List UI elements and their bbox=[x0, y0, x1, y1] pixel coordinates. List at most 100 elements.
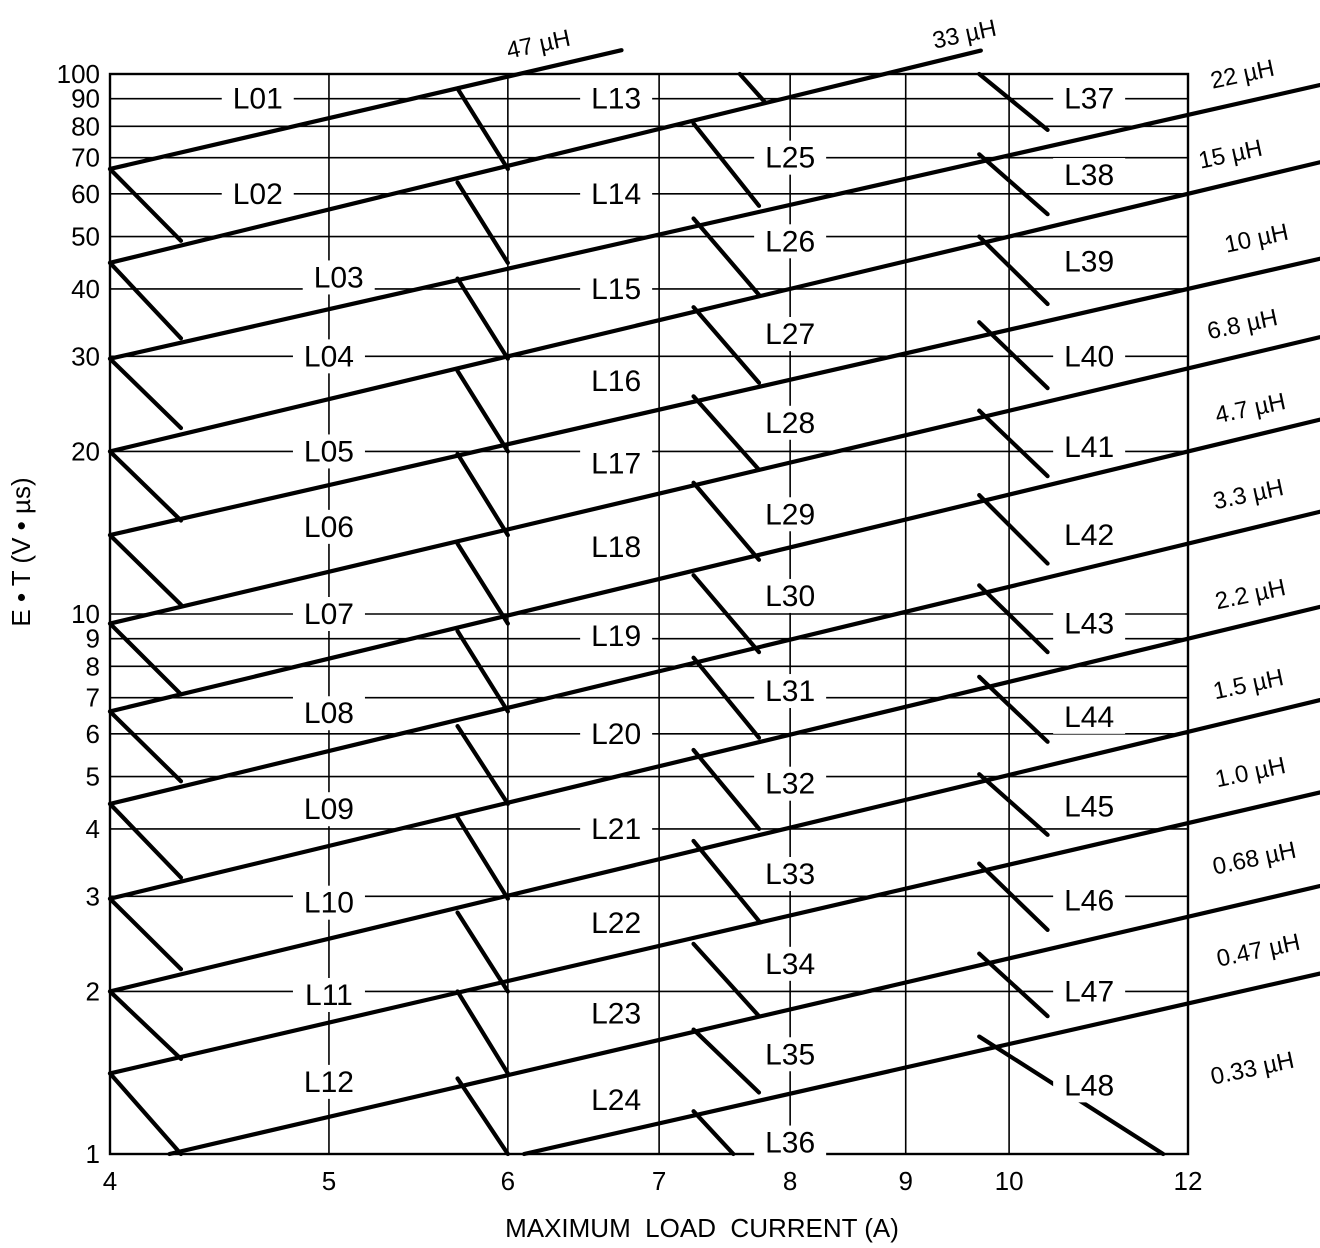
region-label: L15 bbox=[591, 273, 641, 306]
region-label-bg bbox=[292, 696, 365, 731]
y-tick-label: 1 bbox=[86, 1139, 100, 1169]
region-label: L14 bbox=[591, 178, 641, 211]
region-boundary bbox=[455, 541, 510, 626]
region-boundary bbox=[691, 573, 762, 655]
x-tick-label: 8 bbox=[783, 1166, 797, 1196]
inductance-lines bbox=[107, 48, 1320, 1157]
inductance-label: 0.33 µH bbox=[1208, 1047, 1296, 1091]
x-tick-label: 4 bbox=[103, 1166, 117, 1196]
region-label-bg bbox=[580, 1082, 653, 1117]
region-boundary bbox=[107, 1071, 184, 1157]
region-label: L17 bbox=[591, 447, 641, 480]
inductance-line bbox=[107, 82, 1320, 361]
region-label: L20 bbox=[591, 718, 641, 751]
x-axis-title: MAXIMUM LOAD CURRENT (A) bbox=[505, 1213, 899, 1243]
region-label: L28 bbox=[765, 407, 815, 440]
region-label-bg bbox=[580, 811, 653, 846]
region-label-bg bbox=[292, 509, 365, 544]
inductance-line bbox=[107, 334, 1320, 626]
region-boundary bbox=[977, 674, 1050, 744]
region-label: L45 bbox=[1064, 791, 1114, 824]
inductance-label: 15 µH bbox=[1196, 135, 1265, 175]
region-label: L48 bbox=[1064, 1069, 1114, 1102]
region-label-bg bbox=[580, 271, 653, 306]
region-boundary bbox=[455, 724, 510, 806]
region-boundary bbox=[691, 480, 762, 562]
region-label-bg bbox=[292, 434, 365, 469]
region-label-bg bbox=[580, 905, 653, 940]
region-label-bg bbox=[754, 317, 827, 352]
region-label-bg bbox=[580, 996, 653, 1031]
y-tick-label: 90 bbox=[71, 84, 100, 114]
y-tick-label: 40 bbox=[71, 274, 100, 304]
x-tick-label: 12 bbox=[1174, 1166, 1203, 1196]
x-tick-label: 5 bbox=[322, 1166, 336, 1196]
region-label-bg bbox=[1053, 518, 1126, 553]
region-label: L05 bbox=[304, 435, 354, 468]
region-label-bg bbox=[754, 1125, 827, 1160]
y-tick-label: 70 bbox=[71, 143, 100, 173]
region-label: L02 bbox=[233, 178, 283, 211]
y-tick-label: 10 bbox=[71, 599, 100, 629]
x-tick-label: 10 bbox=[995, 1166, 1024, 1196]
inductance-line bbox=[107, 160, 1320, 454]
inductance-label: 1.5 µH bbox=[1211, 664, 1286, 705]
region-boundary bbox=[107, 260, 184, 341]
y-axis-title: E • T (V • µs) bbox=[6, 477, 36, 626]
x-tick-label: 6 bbox=[501, 1166, 515, 1196]
region-label: L29 bbox=[765, 498, 815, 531]
region-boundary bbox=[977, 320, 1050, 391]
region-boundary bbox=[107, 356, 184, 431]
region-boundary bbox=[107, 166, 184, 243]
y-tick-label: 80 bbox=[71, 111, 100, 141]
region-boundary bbox=[455, 276, 510, 361]
region-label: L11 bbox=[305, 979, 353, 1012]
region-boundary bbox=[691, 394, 762, 472]
inductance-line bbox=[167, 883, 1320, 1157]
region-label-bg bbox=[580, 364, 653, 399]
region-label: L23 bbox=[591, 998, 641, 1031]
region-boundary bbox=[977, 71, 1050, 132]
region-label-bg bbox=[1053, 1068, 1126, 1103]
region-boundary bbox=[977, 152, 1050, 217]
region-boundary bbox=[455, 628, 510, 714]
region-label: L18 bbox=[591, 531, 641, 564]
y-tick-label: 4 bbox=[86, 814, 100, 844]
region-label: L41 bbox=[1064, 431, 1114, 464]
region-label-bg bbox=[1053, 606, 1126, 641]
inductance-label: 4.7 µH bbox=[1213, 388, 1288, 429]
region-label-bg bbox=[754, 946, 827, 981]
region-label-bg bbox=[1053, 158, 1126, 193]
inductance-line bbox=[107, 604, 1320, 901]
region-label-bg bbox=[580, 530, 653, 565]
y-tick-label: 100 bbox=[57, 59, 100, 89]
region-label-bg bbox=[292, 597, 365, 631]
inductance-line bbox=[107, 697, 1320, 994]
region-label: L33 bbox=[765, 858, 815, 891]
inductance-label: 0.47 µH bbox=[1214, 929, 1302, 973]
region-label-bg bbox=[754, 578, 827, 613]
region-label: L47 bbox=[1064, 975, 1114, 1008]
region-label: L24 bbox=[591, 1084, 641, 1117]
region-label-bg bbox=[1053, 244, 1126, 279]
region-boundary bbox=[107, 532, 184, 607]
region-label-bg bbox=[754, 857, 827, 892]
region-label: L40 bbox=[1064, 340, 1114, 373]
region-boundary bbox=[691, 305, 762, 385]
x-tick-label: 7 bbox=[652, 1166, 666, 1196]
region-label-bg bbox=[1053, 81, 1126, 116]
region-boundary bbox=[455, 180, 510, 265]
y-tick-label: 20 bbox=[71, 436, 100, 466]
region-boundary bbox=[977, 408, 1050, 479]
region-boundary bbox=[977, 234, 1050, 307]
y-tick-label: 30 bbox=[71, 341, 100, 371]
region-label-bg bbox=[221, 176, 294, 211]
region-label: L46 bbox=[1064, 884, 1114, 917]
inductance-label: 47 µH bbox=[504, 25, 573, 65]
region-label-bg bbox=[754, 766, 827, 801]
region-label-bg bbox=[292, 977, 365, 1012]
x-tick-label: 9 bbox=[898, 1166, 912, 1196]
region-boundary bbox=[977, 951, 1050, 1019]
